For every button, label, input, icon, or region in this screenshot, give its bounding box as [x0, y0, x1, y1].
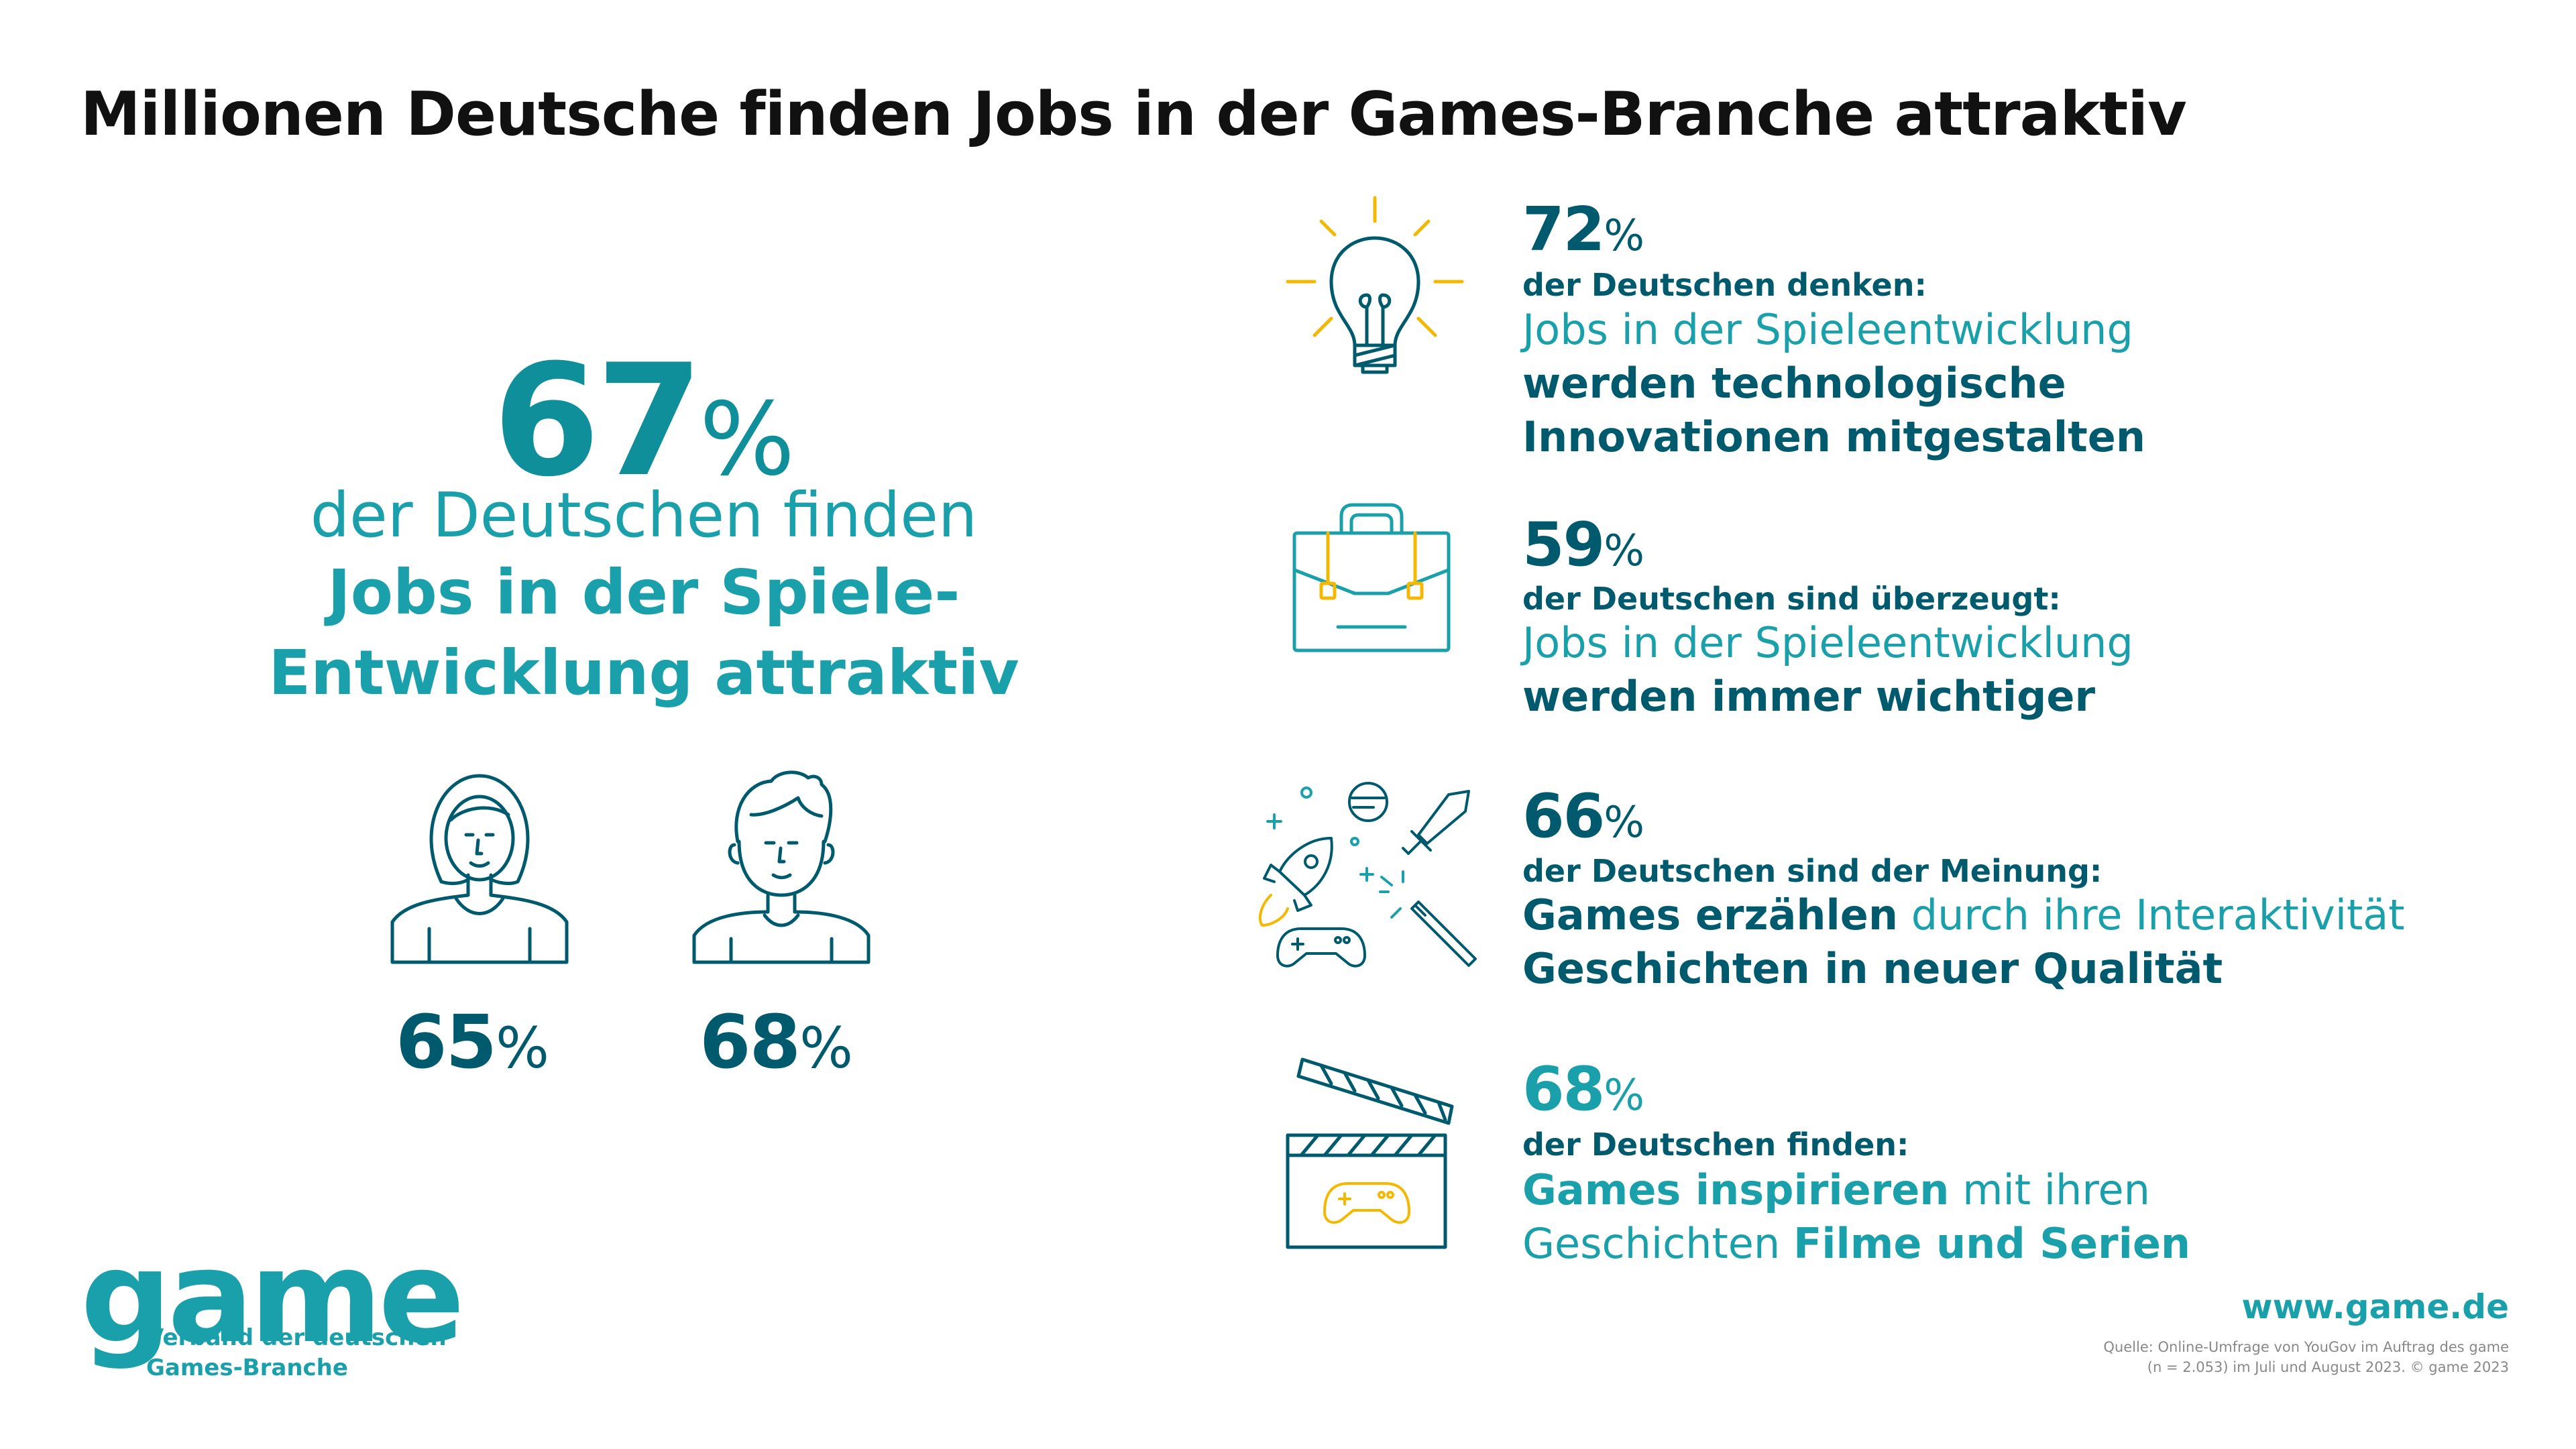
lightbulb-icon [1286, 196, 1464, 374]
stat-2-unit: % [1604, 526, 1645, 576]
man-unit: % [799, 1015, 853, 1081]
stat-3-line-1-bold: Games erzählen [1522, 890, 1898, 939]
stat-1-line-1: Jobs in der Spieleentwicklung [1522, 305, 2133, 354]
stat-1-line-3: Innovationen mitgestalten [1522, 412, 2145, 461]
hero-line-1: der Deutschen finden [310, 479, 978, 551]
stat-4-line-1-bold: Games inspirieren [1522, 1165, 1950, 1214]
stat-2-line-1: Jobs in der Spieleentwicklung [1522, 618, 2133, 667]
clapperboard-icon [1286, 1057, 1454, 1249]
stat-2-line-2: werden immer wichtiger [1522, 672, 2096, 721]
woman-percentage: 65% [396, 999, 549, 1085]
page-title: Millionen Deutsche finden Jobs in der Ga… [80, 79, 2187, 150]
stat-4-value: 68 [1522, 1054, 1605, 1124]
stat-3-unit: % [1604, 798, 1645, 848]
stat-3-intro: der Deutschen sind der Meinung: [1522, 853, 2103, 889]
stat-4-line-1: Games inspirieren mit ihren [1522, 1165, 2150, 1214]
woman-unit: % [496, 1015, 549, 1081]
stat-2-value: 59 [1522, 510, 1605, 580]
website-link[interactable]: www.game.de [2241, 1287, 2509, 1326]
hero-line-2: Jobs in der Spiele- [327, 557, 960, 628]
stat-3-percentage: 66% [1522, 781, 1644, 852]
man-value: 68 [699, 999, 801, 1085]
stat-3-line-1: Games erzählen durch ihre Interaktivität [1522, 890, 2405, 939]
stat-1-intro: der Deutschen denken: [1522, 267, 1927, 303]
stat-2-intro: der Deutschen sind überzeugt: [1522, 581, 2061, 617]
source-line-2: (n = 2.053) im Juli und August 2023. © g… [2147, 1359, 2509, 1375]
stat-1-unit: % [1604, 211, 1645, 261]
stat-3-value: 66 [1522, 781, 1605, 852]
stat-1-value: 72 [1522, 194, 1605, 265]
stat-1-line-2: werden technologische [1522, 359, 2066, 408]
logo-subtitle-2: Games-Branche [146, 1354, 348, 1381]
hero-unit: % [699, 382, 795, 498]
stat-3-line-1-normal: durch ihre Interaktivität [1898, 890, 2405, 939]
woman-value: 65 [396, 999, 497, 1085]
stat-4-line-1-normal: mit ihren [1949, 1165, 2150, 1214]
man-percentage: 68% [699, 999, 853, 1085]
hero-percentage: 67% [0, 332, 1288, 511]
stat-2-percentage: 59% [1522, 510, 1644, 580]
briefcase-icon [1292, 503, 1451, 652]
stat-4-line-2: Geschichten Filme und Serien [1522, 1219, 2190, 1268]
game-logo: game [80, 1223, 465, 1371]
logo-subtitle-1: Verband der deutschen [146, 1324, 447, 1351]
man-icon [692, 770, 871, 964]
hero-value: 67 [492, 332, 704, 511]
stat-1-percentage: 72% [1522, 194, 1644, 265]
stat-3-line-2: Geschichten in neuer Qualität [1522, 944, 2223, 993]
game-elements-icon [1258, 782, 1477, 968]
stat-4-line-2-bold: Filme und Serien [1793, 1219, 2191, 1268]
stat-4-percentage: 68% [1522, 1054, 1644, 1124]
stat-4-intro: der Deutschen finden: [1522, 1126, 1909, 1163]
hero-line-3: Entwicklung attraktiv [268, 637, 1019, 709]
stat-4-unit: % [1604, 1071, 1645, 1120]
source-line-1: Quelle: Online-Umfrage von YouGov im Auf… [2103, 1339, 2509, 1355]
woman-icon [390, 774, 569, 964]
stat-4-line-2-normal: Geschichten [1522, 1219, 1793, 1268]
